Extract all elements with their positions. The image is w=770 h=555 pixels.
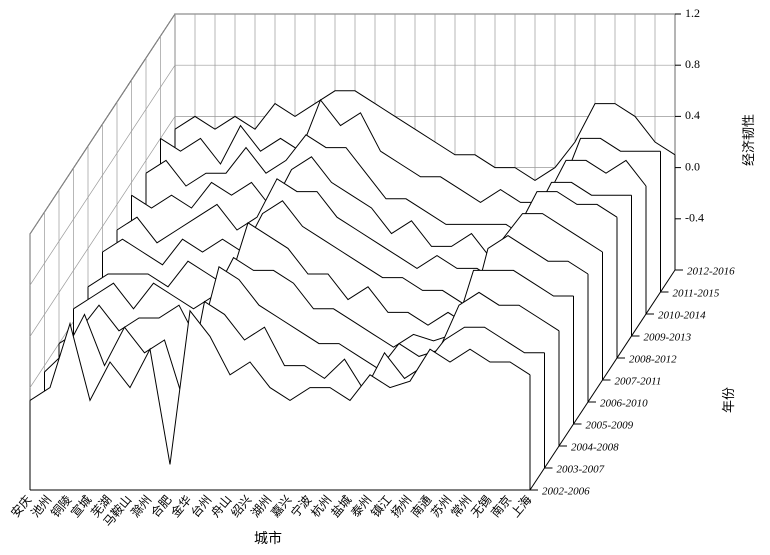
x-tick-label: 池州 [28, 493, 54, 520]
series-line [102, 200, 603, 304]
y-tick-label: 2005-2009 [586, 420, 634, 432]
x-tick-label: 上海 [507, 492, 534, 520]
x-tick-label: 宣城 [67, 492, 94, 520]
z-axis-label: 经济韧性 [741, 114, 756, 166]
y-axis-label: 年份 [721, 387, 736, 413]
x-tick-label: 南通 [407, 492, 434, 520]
series-line [145, 134, 647, 238]
x-tick-label: 无锡 [467, 492, 494, 520]
x-tick-label: 合肥 [147, 492, 174, 520]
x-tick-label: 苏州 [428, 493, 454, 520]
series-line [87, 222, 589, 326]
x-tick-label: 舟山 [208, 493, 234, 520]
series-line [116, 178, 618, 282]
y-tick-label: 2003-2007 [557, 464, 605, 476]
x-tick-label: 杭州 [307, 492, 334, 520]
x-tick-label: 铜陵 [47, 492, 74, 520]
y-tick-label: 2010-2014 [658, 310, 706, 322]
series-line [44, 300, 545, 405]
x-tick-label: 常州 [448, 493, 474, 520]
x-tick-label: 绍兴 [228, 493, 254, 520]
x-tick-label: 金华 [167, 492, 194, 520]
z-tick-label: 0.8 [685, 57, 700, 71]
series-line [58, 266, 560, 370]
x-tick-label: 宁波 [287, 492, 314, 520]
y-tick-label: 2006-2010 [600, 398, 648, 410]
grid-line [29, 13, 176, 235]
x-tick-label: 扬州 [387, 492, 414, 520]
x-tick-label: 嘉兴 [268, 493, 294, 520]
x-tick-label: 泰州 [348, 493, 374, 520]
x-tick-label: 南京 [487, 492, 514, 520]
z-tick-label: 0.0 [685, 159, 700, 173]
grid-line [29, 116, 176, 337]
x-tick-label: 滁州 [127, 492, 154, 520]
x-tick-label: 镇江 [368, 493, 394, 520]
y-tick-label: 2011-2015 [673, 288, 720, 300]
x-tick-label: 台州 [187, 492, 214, 520]
y-tick-label: 2002-2006 [542, 486, 590, 498]
x-tick-label: 湖州 [247, 492, 274, 520]
series-line [160, 99, 661, 203]
y-tick-label: 2012-2016 [687, 266, 735, 278]
series-line [29, 309, 531, 465]
series-fill [30, 310, 530, 490]
series-line [73, 256, 574, 348]
x-tick-label: 安庆 [7, 492, 34, 520]
x-axis-label: 城市 [254, 530, 282, 547]
y-axis [529, 269, 676, 491]
series-line [131, 156, 632, 260]
z-tick-label: 1.2 [685, 6, 700, 20]
y-tick-label: 2009-2013 [644, 332, 692, 344]
x-tick-label: 盐城 [328, 493, 354, 520]
z-tick-label: 0.4 [685, 108, 700, 122]
z-tick-label: -0.4 [685, 211, 704, 225]
y-tick-label: 2008-2012 [629, 354, 677, 366]
y-tick-label: 2004-2008 [571, 442, 619, 454]
grid-line [29, 65, 176, 286]
y-tick-label: 2007-2011 [615, 376, 662, 388]
series-line [174, 90, 676, 181]
